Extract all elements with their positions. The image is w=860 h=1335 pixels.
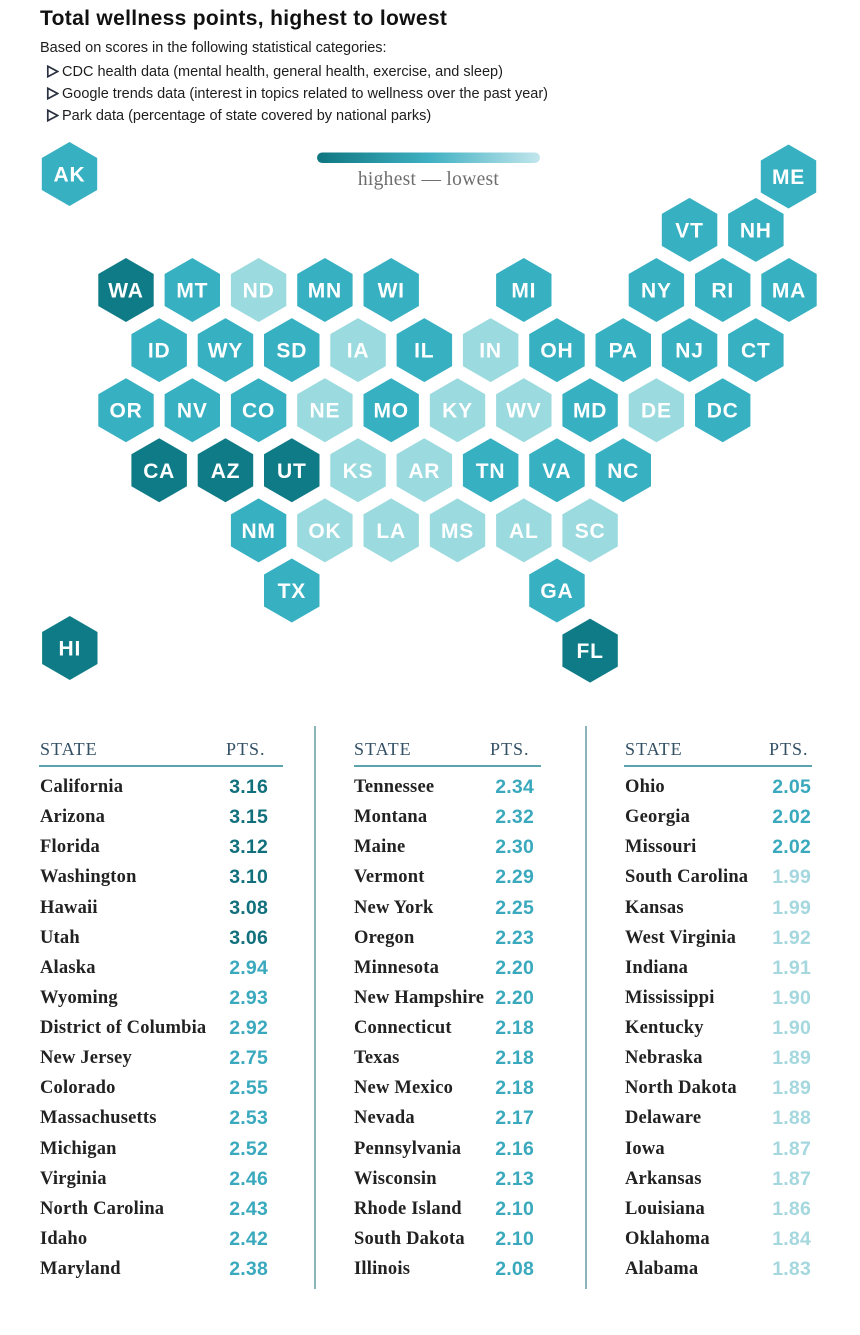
svg-text:CA: CA [143, 460, 175, 483]
svg-text:AR: AR [408, 460, 440, 483]
svg-text:DC: DC [707, 400, 739, 423]
svg-text:MD: MD [573, 400, 607, 423]
svg-text:KY: KY [442, 400, 473, 423]
svg-text:CO: CO [242, 400, 275, 423]
svg-text:HI: HI [58, 638, 81, 661]
svg-text:MO: MO [373, 400, 408, 423]
svg-text:DE: DE [641, 400, 672, 423]
svg-text:NJ: NJ [675, 340, 703, 363]
svg-text:SC: SC [575, 520, 606, 543]
svg-text:MI: MI [511, 280, 536, 303]
svg-text:WI: WI [378, 280, 405, 303]
svg-text:TX: TX [278, 580, 306, 603]
svg-text:NM: NM [241, 520, 275, 543]
svg-text:ME: ME [772, 166, 805, 189]
svg-text:GA: GA [540, 580, 573, 603]
svg-text:UT: UT [277, 460, 307, 483]
svg-text:PA: PA [609, 340, 638, 363]
svg-text:IA: IA [347, 340, 370, 363]
svg-text:AL: AL [509, 520, 539, 543]
svg-text:ID: ID [148, 340, 171, 363]
svg-text:MN: MN [308, 280, 342, 303]
svg-text:NY: NY [641, 280, 672, 303]
svg-text:SD: SD [276, 340, 307, 363]
svg-text:NV: NV [177, 400, 208, 423]
svg-text:highest — lowest: highest — lowest [358, 169, 500, 190]
svg-text:RI: RI [711, 280, 734, 303]
svg-text:NE: NE [310, 400, 341, 423]
svg-text:WV: WV [506, 400, 541, 423]
svg-text:LA: LA [376, 520, 406, 543]
svg-text:VT: VT [675, 219, 703, 242]
svg-text:OR: OR [109, 400, 142, 423]
svg-text:MS: MS [441, 520, 474, 543]
svg-text:CT: CT [741, 340, 771, 363]
svg-text:MA: MA [772, 280, 806, 303]
svg-text:KS: KS [343, 460, 374, 483]
svg-text:AK: AK [54, 164, 86, 187]
svg-text:IN: IN [479, 340, 502, 363]
svg-text:NH: NH [740, 219, 772, 242]
svg-text:VA: VA [542, 460, 571, 483]
svg-text:WA: WA [108, 280, 143, 303]
svg-text:ND: ND [243, 280, 275, 303]
svg-text:AZ: AZ [211, 460, 241, 483]
svg-text:FL: FL [576, 640, 603, 663]
svg-text:OK: OK [308, 520, 341, 543]
svg-text:IL: IL [414, 340, 434, 363]
svg-text:OH: OH [540, 340, 573, 363]
svg-text:NC: NC [607, 460, 639, 483]
svg-text:WY: WY [208, 340, 243, 363]
svg-text:TN: TN [476, 460, 506, 483]
svg-text:MT: MT [176, 280, 208, 303]
